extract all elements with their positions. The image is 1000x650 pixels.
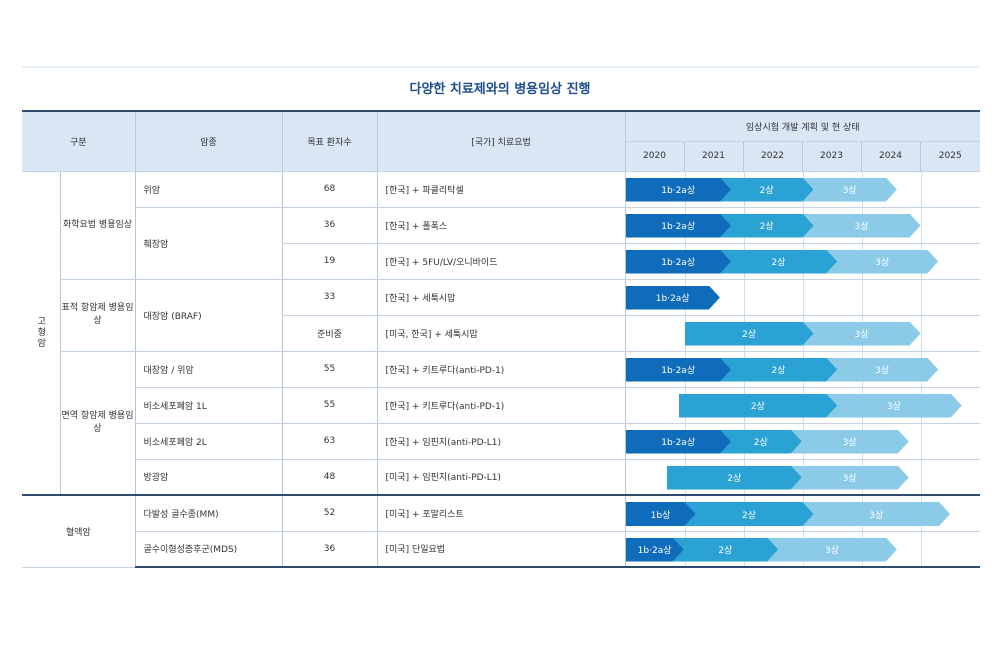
year-2023: 2023 bbox=[802, 141, 862, 172]
cancer-type: 비소세포폐암 1L bbox=[135, 387, 283, 424]
phase-bar: 3상 bbox=[826, 394, 962, 418]
year-gridline bbox=[861, 279, 863, 314]
regimen: [미국] + 포말리스트 bbox=[377, 494, 626, 532]
header-plan: 임상시험 개발 계획 및 현 상태 bbox=[625, 110, 980, 142]
regimen: [한국] + 5FU/LV/오니바이드 bbox=[377, 243, 626, 280]
phase-bar: 2상 bbox=[720, 250, 837, 274]
category-blood: 혈액암 bbox=[22, 494, 136, 568]
cancer-type: 골수이형성증후군(MDS) bbox=[135, 531, 283, 568]
cancer-type: 췌장암 bbox=[135, 207, 283, 280]
phase-bar: 2상 bbox=[720, 178, 814, 202]
category-targeted: 표적 항암제 병용임상 bbox=[60, 279, 136, 352]
header-regimen: [국가] 치료요법 bbox=[377, 110, 626, 172]
phase-bar: 1b상 bbox=[626, 502, 696, 526]
patient-count: 36 bbox=[282, 531, 378, 568]
top-strip bbox=[22, 66, 980, 68]
phase-bar: 2상 bbox=[673, 538, 778, 562]
phase-bar: 1b·2a상 bbox=[626, 358, 731, 382]
phase-bar: 1b·2a상 bbox=[626, 214, 731, 238]
phase-bar: 2상 bbox=[667, 466, 802, 490]
phase-bar: 2상 bbox=[685, 322, 814, 346]
year-gridline bbox=[920, 459, 922, 494]
timeline-row: 2상 3상 bbox=[625, 315, 980, 352]
cancer-type: 위암 bbox=[135, 171, 283, 208]
cancer-type: 비소세포폐암 2L bbox=[135, 423, 283, 460]
page-title: 다양한 치료제와의 병용임상 진행 bbox=[409, 82, 591, 97]
timeline-row: 1b·2a상 2상 3상 bbox=[625, 531, 980, 568]
phase-bar: 3상 bbox=[791, 466, 909, 490]
patient-count: 52 bbox=[282, 494, 378, 532]
regimen: [한국] + 폴폭스 bbox=[377, 207, 626, 244]
cancer-type: 다발성 골수종(MM) bbox=[135, 494, 283, 532]
phase-bar: 3상 bbox=[767, 538, 897, 562]
trial-table: 구분 암종 목표 환자수 [국가] 치료요법 임상시험 개발 계획 및 현 상태… bbox=[22, 110, 980, 568]
timeline-row: 2상 3상 bbox=[625, 387, 980, 424]
phase-bar: 2상 bbox=[720, 430, 802, 454]
phase-bar: 1b·2a상 bbox=[626, 430, 731, 454]
patient-count: 33 bbox=[282, 279, 378, 316]
patient-count: 19 bbox=[282, 243, 378, 280]
regimen: [미국] 단일요법 bbox=[377, 531, 626, 568]
regimen: [한국] + 파클리탁셀 bbox=[377, 171, 626, 208]
header-category: 구분 bbox=[22, 110, 136, 172]
regimen: [미국, 한국] + 세툭시맙 bbox=[377, 315, 626, 352]
header-patients: 목표 환자수 bbox=[282, 110, 378, 172]
year-2025: 2025 bbox=[920, 141, 980, 172]
year-gridline bbox=[920, 207, 922, 242]
category-immuno: 면역 항암제 병용임상 bbox=[60, 351, 136, 496]
year-gridline bbox=[920, 279, 922, 314]
year-2020: 2020 bbox=[625, 141, 685, 172]
patient-count: 63 bbox=[282, 423, 378, 460]
timeline-row: 1b·2a상 2상 3상 bbox=[625, 351, 980, 388]
category-solid-tumor: 고형암 bbox=[22, 171, 61, 496]
phase-bar: 3상 bbox=[826, 250, 938, 274]
timeline-row: 1b·2a상 2상 3상 bbox=[625, 207, 980, 244]
phase-bar: 1b·2a상 bbox=[626, 178, 731, 202]
cancer-type: 대장암 / 위암 bbox=[135, 351, 283, 388]
timeline-row: 1b·2a상 2상 3상 bbox=[625, 243, 980, 280]
phase-bar: 3상 bbox=[803, 214, 921, 238]
timeline-row: 2상 3상 bbox=[625, 459, 980, 496]
regimen: [미국] + 임핀지(anti-PD-L1) bbox=[377, 459, 626, 496]
timeline-row: 1b·2a상 bbox=[625, 279, 980, 316]
regimen: [한국] + 키트루다(anti-PD-1) bbox=[377, 351, 626, 388]
patient-count: 55 bbox=[282, 387, 378, 424]
year-gridline bbox=[920, 423, 922, 458]
patient-count: 55 bbox=[282, 351, 378, 388]
regimen: [한국] + 키트루다(anti-PD-1) bbox=[377, 387, 626, 424]
year-gridline bbox=[920, 171, 922, 206]
patient-count: 48 bbox=[282, 459, 378, 496]
patient-count: 36 bbox=[282, 207, 378, 244]
regimen: [한국] + 임핀지(anti-PD-L1) bbox=[377, 423, 626, 460]
phase-bar: 2상 bbox=[679, 394, 838, 418]
patient-count: 준비중 bbox=[282, 315, 378, 352]
phase-bar: 3상 bbox=[803, 502, 951, 526]
phase-bar: 2상 bbox=[720, 358, 837, 382]
phase-bar: 1b·2a상 bbox=[626, 286, 720, 310]
cancer-type: 대장암 (BRAF) bbox=[135, 279, 283, 352]
phase-bar: 2상 bbox=[685, 502, 814, 526]
phase-bar: 3상 bbox=[803, 178, 897, 202]
year-gridline bbox=[920, 531, 922, 565]
timeline-row: 1b·2a상 2상 3상 bbox=[625, 423, 980, 460]
year-2024: 2024 bbox=[861, 141, 921, 172]
regimen: [한국] + 세툭시맙 bbox=[377, 279, 626, 316]
category-chemo: 화학요법 병용임상 bbox=[60, 171, 136, 280]
phase-bar: 2상 bbox=[720, 214, 814, 238]
cancer-type: 방광암 bbox=[135, 459, 283, 496]
patient-count: 68 bbox=[282, 171, 378, 208]
timeline-row: 1b상 2상 3상 bbox=[625, 494, 980, 532]
year-gridline bbox=[743, 279, 745, 314]
year-2022: 2022 bbox=[743, 141, 803, 172]
phase-bar: 1b·2a상 bbox=[626, 250, 731, 274]
phase-bar: 3상 bbox=[791, 430, 909, 454]
header-cancer: 암종 bbox=[135, 110, 283, 172]
year-2021: 2021 bbox=[684, 141, 744, 172]
year-gridline bbox=[802, 279, 804, 314]
phase-bar: 1b·2a상 bbox=[626, 538, 684, 562]
year-gridline bbox=[920, 315, 922, 350]
phase-bar: 3상 bbox=[826, 358, 938, 382]
timeline-row: 1b·2a상 2상 3상 bbox=[625, 171, 980, 208]
phase-bar: 3상 bbox=[803, 322, 921, 346]
